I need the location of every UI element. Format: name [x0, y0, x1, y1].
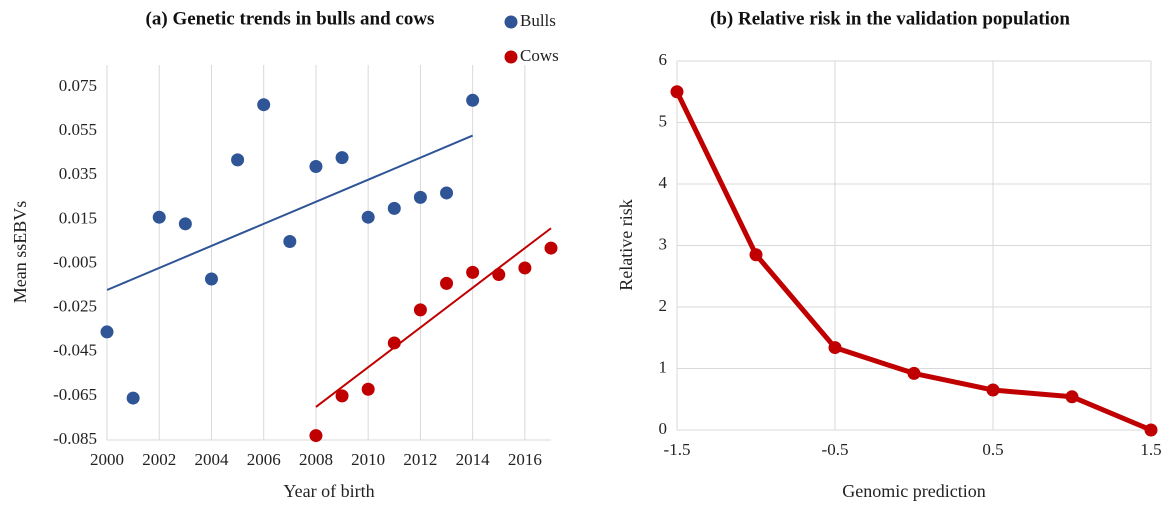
- point: [152, 210, 166, 224]
- y-tick-label: -0.085: [53, 429, 97, 448]
- point: [544, 241, 558, 255]
- point: [309, 429, 323, 443]
- chart-title: (a) Genetic trends in bulls and cows: [146, 8, 435, 29]
- point: [440, 276, 454, 290]
- x-tick-label: 2004: [194, 450, 229, 469]
- point: [126, 391, 140, 405]
- point: [749, 248, 763, 262]
- y-tick-label: 2: [659, 296, 668, 315]
- x-tick-label: 0.5: [982, 440, 1003, 459]
- x-tick-label: 2012: [403, 450, 437, 469]
- y-axis-label: Mean ssEBVs: [10, 201, 30, 304]
- x-axis-label: Year of birth: [283, 481, 374, 501]
- point: [361, 382, 375, 396]
- point: [100, 325, 114, 339]
- point: [907, 366, 921, 380]
- y-tick-label: 0.015: [59, 208, 97, 227]
- point: [466, 93, 480, 107]
- point: [387, 201, 401, 215]
- x-tick-label: 2008: [299, 450, 333, 469]
- y-tick-label: 0.035: [59, 164, 97, 183]
- point: [1144, 423, 1158, 437]
- legend-label: Bulls: [520, 11, 556, 30]
- point: [283, 234, 297, 248]
- x-tick-label: 2014: [456, 450, 491, 469]
- point: [466, 265, 480, 279]
- chart-title: (b) Relative risk in the validation popu…: [710, 8, 1070, 29]
- y-tick-label: 6: [659, 50, 668, 69]
- point: [1065, 390, 1079, 404]
- legend-marker: [504, 15, 518, 29]
- point: [257, 98, 271, 112]
- point: [986, 383, 1000, 397]
- legend-label: Cows: [520, 46, 559, 65]
- x-tick-label: -0.5: [822, 440, 849, 459]
- y-tick-label: 0: [659, 419, 668, 438]
- y-tick-label: 1: [659, 357, 668, 376]
- x-tick-label: 2006: [247, 450, 281, 469]
- y-tick-label: 3: [659, 234, 668, 253]
- x-tick-label: 2000: [90, 450, 124, 469]
- point: [231, 153, 245, 167]
- point: [335, 389, 349, 403]
- point: [413, 190, 427, 204]
- x-axis-label: Genomic prediction: [842, 481, 985, 501]
- y-axis-label: Relative risk: [616, 199, 636, 290]
- point: [492, 268, 506, 282]
- trend-line: [315, 227, 552, 408]
- x-tick-label: -1.5: [664, 440, 691, 459]
- y-tick-label: -0.025: [53, 297, 97, 316]
- y-tick-label: 5: [659, 111, 668, 130]
- point: [440, 186, 454, 200]
- x-tick-label: 2010: [351, 450, 385, 469]
- x-tick-label: 1.5: [1140, 440, 1161, 459]
- y-tick-label: 0.075: [59, 76, 97, 95]
- point: [670, 85, 684, 99]
- x-tick-label: 2016: [508, 450, 542, 469]
- y-tick-label: 4: [659, 173, 668, 192]
- trend-line: [106, 134, 474, 291]
- y-tick-label: -0.045: [53, 341, 97, 360]
- point: [178, 217, 192, 231]
- legend-marker: [504, 50, 518, 64]
- point: [204, 272, 218, 286]
- y-tick-label: -0.005: [53, 252, 97, 271]
- point: [387, 336, 401, 350]
- point: [361, 210, 375, 224]
- y-tick-label: -0.065: [53, 385, 97, 404]
- point: [828, 341, 842, 355]
- point: [309, 159, 323, 173]
- y-tick-label: 0.055: [59, 120, 97, 139]
- point: [413, 303, 427, 317]
- x-tick-label: 2002: [142, 450, 176, 469]
- point: [335, 151, 349, 165]
- point: [518, 261, 532, 275]
